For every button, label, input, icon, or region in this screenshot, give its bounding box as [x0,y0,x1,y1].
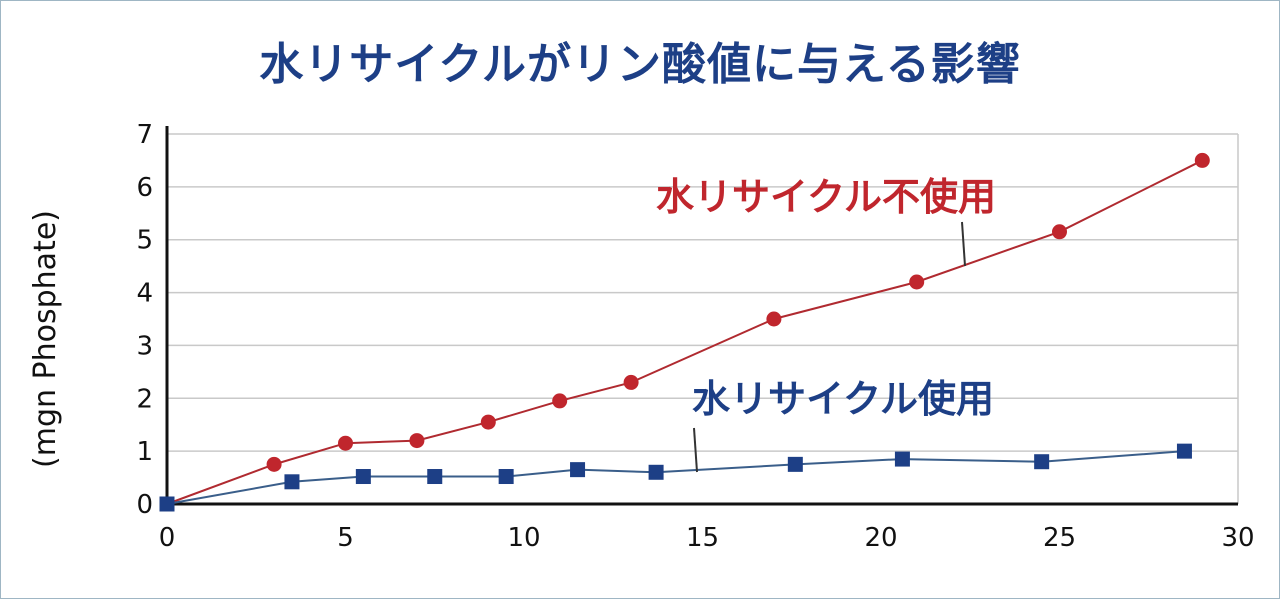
x-tick-label: 30 [1221,523,1254,553]
data-point-no-recycle [766,311,782,327]
series-label-recycle: 水リサイクル使用 [692,377,994,421]
data-point-recycle [498,469,514,485]
x-tick-label: 10 [507,523,540,553]
chart-title: 水リサイクルがリン酸値に与える影響 [259,39,1021,90]
data-point-no-recycle [1194,152,1210,168]
leader-line-no-recycle [961,221,966,267]
y-tick-label: 5 [136,226,153,256]
data-point-no-recycle [338,435,353,451]
y-tick-label: 6 [136,173,153,203]
data-point-recycle [355,469,371,485]
series-line-recycle [166,450,1185,505]
y-tick-label: 2 [136,384,153,414]
x-tick-label: 0 [159,523,176,553]
data-point-no-recycle [552,393,568,409]
y-tick-label: 0 [136,490,153,520]
data-point-recycle [648,464,664,480]
grid-layer [167,133,1239,504]
series-label-no-recycle: 水リサイクル不使用 [656,175,996,219]
data-point-recycle [570,462,586,478]
x-tick-label: 20 [864,523,897,553]
y-tick-label: 1 [136,437,153,467]
data-point-recycle [159,496,175,512]
data-point-recycle [787,456,803,472]
data-point-no-recycle [266,456,282,472]
data-point-recycle [1034,454,1050,470]
x-tick-label: 25 [1043,523,1076,553]
x-tick-label: 15 [686,523,719,553]
data-point-recycle [427,469,443,485]
y-axis-label: (mgn Phosphate) [28,210,63,468]
y-tick-label: 3 [136,331,153,361]
data-point-recycle [284,474,300,490]
data-point-no-recycle [409,433,425,449]
y-tick-label: 4 [136,279,153,309]
data-point-recycle [1176,443,1192,459]
data-point-no-recycle [623,374,639,390]
data-point-recycle [894,451,910,467]
data-point-no-recycle [1052,224,1067,240]
leader-line-recycle [693,427,698,473]
series-layer [159,152,1210,512]
x-tick-label: 5 [337,523,354,553]
y-tick-label: 7 [136,120,153,150]
data-point-no-recycle [909,274,925,290]
axis-layer: 0 1 2 3 4 5 6 7 0 5 10 15 20 25 30 (mgn Phosphate) [28,120,1255,553]
data-point-no-recycle [480,414,496,430]
